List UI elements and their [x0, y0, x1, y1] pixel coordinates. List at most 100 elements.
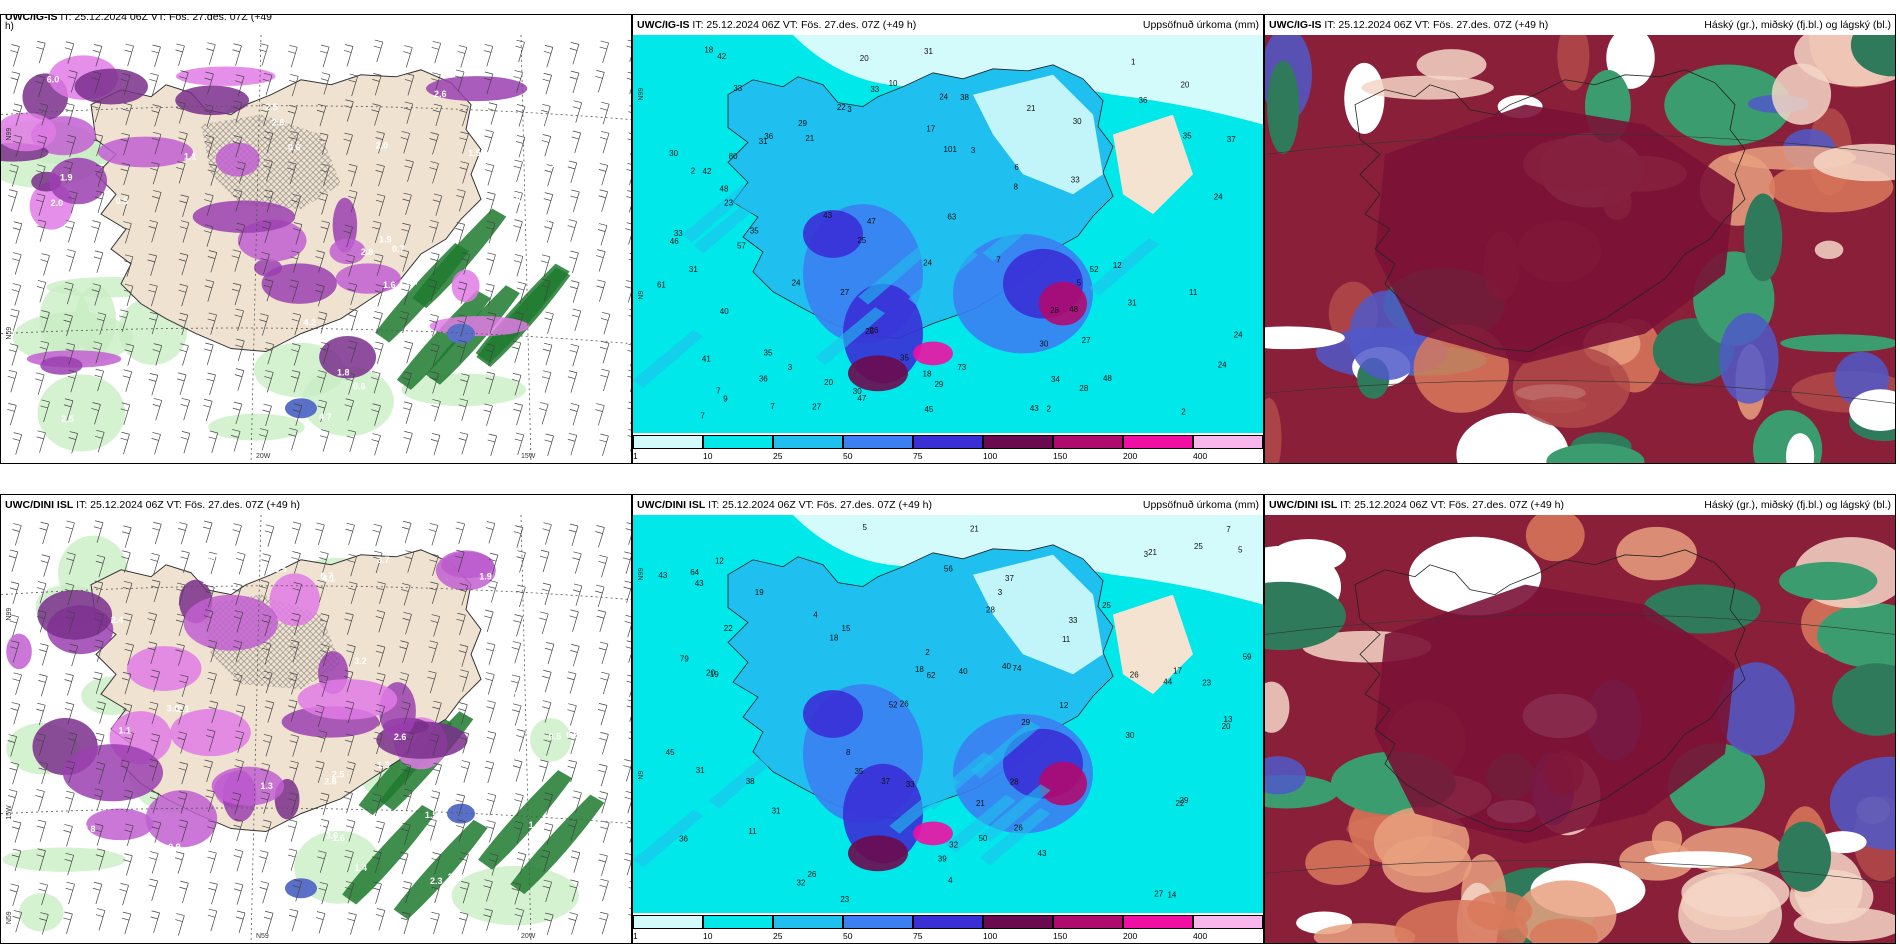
wind-barb	[542, 342, 553, 366]
wind-barb	[539, 611, 549, 634]
model-name: UWC/IG-IS	[637, 19, 690, 31]
panel-header: UWC/DINI ISL IT: 25.12.2024 06Z VT: Fös.…	[1265, 495, 1895, 515]
wind-barb	[40, 399, 50, 422]
wind-barb	[344, 700, 355, 724]
wind-barb	[485, 220, 496, 244]
wind-barb	[624, 852, 631, 876]
precip-value-label: 31	[924, 47, 933, 56]
precip-core	[803, 690, 863, 738]
wind-barb	[232, 135, 243, 158]
wind-barb	[348, 164, 358, 187]
precip-streak	[970, 720, 1041, 779]
precip-value-label: 23	[724, 198, 733, 207]
cloud-patch	[1265, 326, 1345, 350]
panel-header: UWC/IG-IS IT: 25.12.2024 06Z VT: Fös. 27…	[633, 15, 1263, 35]
precip-value-label: 47	[867, 217, 876, 226]
wind-barb	[10, 71, 20, 94]
colorbar-swatch	[1193, 435, 1263, 449]
wind-barb	[179, 343, 189, 366]
precip-value-label: 25	[857, 236, 866, 245]
precip-value-label: 62	[927, 671, 936, 680]
wind-barb	[598, 763, 608, 787]
wind-barb	[483, 879, 493, 902]
grid-line	[1, 327, 631, 344]
cloud-patch	[1642, 584, 1761, 634]
precip-value-label: 15	[842, 624, 851, 633]
wind-barb	[569, 403, 580, 426]
wind-barb	[543, 45, 554, 68]
wind-barb	[598, 791, 609, 814]
wind-barb	[402, 611, 412, 635]
precip-value-label: 43	[695, 579, 704, 588]
wind-barb	[432, 103, 443, 127]
wind-barb	[375, 704, 385, 727]
precip-value-label: 61	[657, 280, 666, 289]
wind-band-light	[208, 413, 305, 441]
snow-field	[74, 68, 148, 105]
colorbar-tick-label: 100	[983, 451, 998, 461]
cloud-patch	[1313, 923, 1416, 943]
wind-barb	[123, 789, 133, 813]
snow-value-label: 4.2	[304, 317, 317, 327]
snow-value-label: 2.0	[376, 141, 389, 151]
wind-barb	[9, 640, 20, 663]
precip-panel-bottom: UWC/DINI ISL IT: 25.12.2024 06Z VT: Fös.…	[632, 494, 1264, 944]
wind-barb	[264, 700, 275, 723]
precip-streak	[633, 809, 704, 868]
colorbar-tick-label: 200	[1123, 931, 1138, 941]
snow-field	[6, 633, 32, 670]
legend-title: Háský (gr.), miðský (fj.bl.) og lágský (…	[1704, 499, 1891, 511]
wind-barb	[626, 71, 631, 95]
wind-barb	[150, 733, 160, 756]
colorbar-swatch	[843, 435, 913, 449]
wind-barb	[597, 223, 608, 246]
snow-value-label: 3.0	[537, 215, 550, 225]
snow-field	[48, 157, 108, 205]
precip-value-label: 40	[720, 307, 729, 316]
wind-barb	[35, 75, 45, 98]
snow-value-label: 1.1	[312, 823, 325, 833]
wind-barb	[570, 644, 580, 667]
panel-header: UWC/IG-IS IT: 25.12.2024 06Z VT: Fös. 27…	[1, 15, 631, 27]
wind-barb	[431, 852, 441, 875]
wind-barb	[124, 823, 134, 846]
wind-barb	[375, 644, 386, 668]
wind-barb	[428, 523, 439, 546]
wind-barb	[432, 762, 442, 786]
wind-barb	[430, 252, 440, 275]
wind-barb	[94, 639, 104, 662]
wind-barb	[567, 370, 578, 393]
wind-barb	[627, 401, 631, 425]
wind-barb	[178, 252, 189, 276]
precip-value-label: 73	[957, 363, 966, 372]
wind-barb	[264, 342, 275, 365]
grid-line	[520, 35, 532, 463]
precip-value-label: 26	[900, 699, 909, 708]
wind-barb	[262, 819, 272, 842]
wind-barb	[259, 850, 269, 873]
precip-value-label: 26	[807, 870, 816, 879]
wind-barb	[567, 219, 578, 242]
colorbar-swatch	[913, 915, 983, 929]
snow-value-label: 1.4	[355, 863, 368, 873]
snow-field	[192, 200, 296, 233]
precip-value-label: 56	[944, 565, 953, 574]
wind-barb	[571, 308, 582, 332]
cloud-patch	[1832, 663, 1895, 736]
cloud-patch	[1267, 60, 1300, 154]
wind-barb	[12, 910, 23, 933]
wind-barb	[317, 370, 327, 393]
wind-barb	[263, 279, 274, 302]
wind-barb	[148, 878, 159, 901]
wind-barb	[485, 371, 496, 394]
wind-barb	[376, 672, 386, 695]
wind-barb	[147, 641, 158, 664]
snow-field	[37, 589, 113, 640]
wind-barb	[402, 881, 412, 904]
wind-barb	[540, 254, 551, 277]
wind-barb	[372, 793, 382, 816]
wind-barb	[178, 819, 189, 842]
wind-barb	[431, 880, 442, 904]
wind-barb	[539, 402, 549, 425]
wind-barb	[91, 283, 102, 306]
